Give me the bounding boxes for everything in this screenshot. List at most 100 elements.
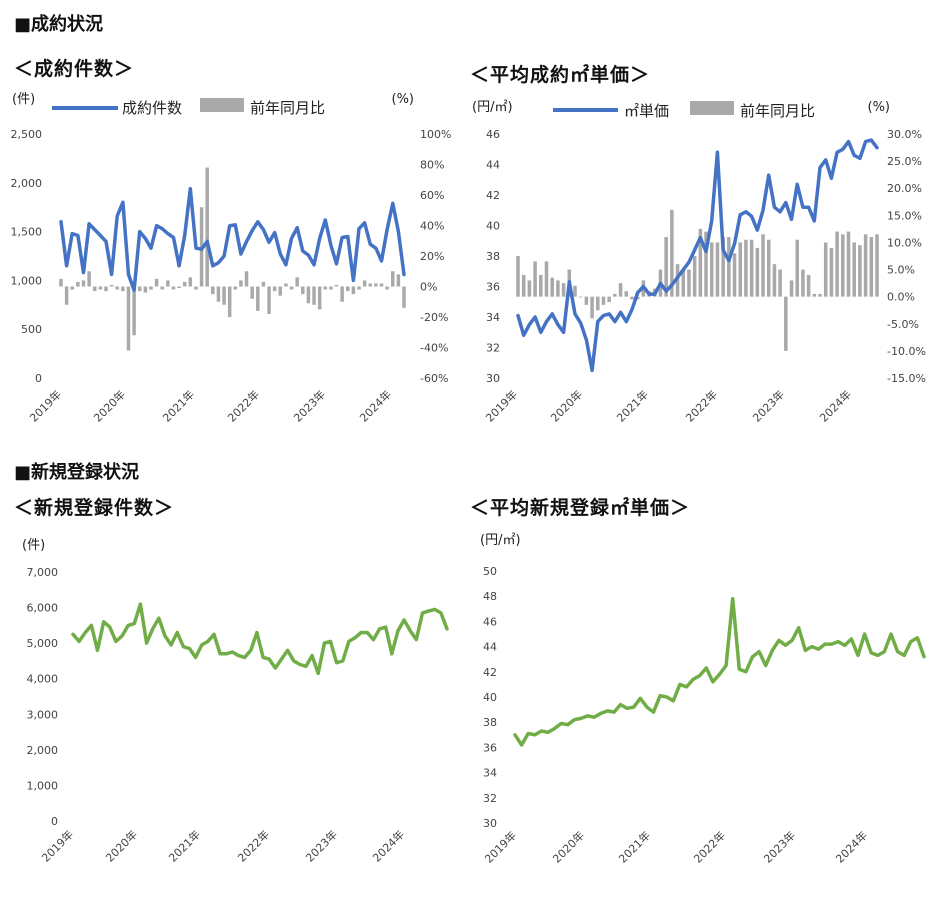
c2-bar [590, 296, 594, 319]
c2-bar [755, 247, 760, 297]
c1-bar [188, 277, 193, 287]
c1-legend-bar-swatch [200, 98, 244, 112]
c2-bar [704, 231, 708, 297]
c3-x-tick: 2021年 [166, 827, 203, 864]
c1-bar [233, 286, 238, 290]
c1-bar [301, 286, 305, 295]
c2-bar [795, 239, 799, 297]
c1-bar [59, 278, 63, 287]
c2-bar [744, 239, 748, 297]
c2-bar [533, 261, 537, 297]
c1-bar [70, 286, 74, 290]
c2-bar [596, 296, 600, 311]
c4-x-tick: 2022年 [691, 828, 728, 865]
c2-y-tick: 42 [486, 189, 500, 202]
c3-y-unit: (件) [22, 538, 45, 553]
c2-y-right-tick: 15.0% [887, 209, 922, 222]
c2-y-tick: 44 [486, 159, 500, 172]
c1-bar [334, 284, 339, 287]
c1-bar [368, 283, 373, 287]
c1-y-right-tick: -20% [420, 311, 448, 324]
c1-bar [244, 271, 249, 287]
c2-bar [846, 231, 851, 297]
c2-bar [829, 247, 834, 297]
c1-bar [132, 286, 136, 336]
c2-y-tick: 46 [486, 128, 500, 141]
c1-bar [87, 271, 91, 287]
c2-legend-line-label: ㎡単価 [624, 102, 669, 120]
c4-y-tick: 40 [483, 691, 497, 704]
c1-y-tick: 500 [21, 323, 42, 336]
c2-y-right-tick: 5.0% [887, 264, 915, 277]
c4-line-series [513, 596, 926, 747]
c1-bar [250, 286, 254, 299]
c3-y-tick: 2,000 [27, 744, 59, 757]
c4-y-tick: 38 [483, 716, 497, 729]
c3-y-tick: 0 [51, 815, 58, 828]
c2-line-series [516, 138, 879, 373]
c2-y-tick: 32 [486, 342, 500, 355]
c1-bar [306, 286, 311, 304]
c1-bar [396, 274, 401, 287]
c2-bar [863, 234, 868, 297]
c1-bar [295, 277, 299, 287]
c4-x-tick: 2021年 [616, 828, 653, 865]
c2-y-right-tick: -5.0% [887, 318, 919, 331]
c2-bar [869, 237, 874, 297]
c2-x-tick: 2024年 [817, 387, 854, 424]
c1-x-tick: 2019年 [27, 387, 64, 424]
c4-y-tick: 42 [483, 666, 497, 679]
c4-y-unit: (円/㎡) [480, 533, 521, 548]
c2-y-right-tick: 20.0% [887, 182, 922, 195]
c2-bar [749, 239, 754, 297]
c2-bar [727, 237, 731, 297]
c1-y-right-tick: 80% [420, 159, 444, 172]
c2-y-tick: 36 [486, 281, 500, 294]
c2-y-right-tick: 10.0% [887, 236, 922, 249]
c1-bar [402, 286, 406, 308]
c2-bar [761, 234, 765, 297]
c2-bar [675, 264, 680, 297]
c2-x-tick: 2023年 [750, 387, 787, 424]
c2-bar [692, 256, 697, 297]
chart-title-contract-count: ＜成約件数＞ [14, 58, 135, 80]
c2-x-tick: 2021年 [614, 387, 651, 424]
c2-bar [687, 269, 691, 297]
c2-bar [721, 237, 725, 297]
c1-bar [121, 286, 125, 292]
c1-y-tick: 2,500 [11, 128, 43, 141]
c4-y-tick: 46 [483, 615, 497, 628]
c1-legend-line-label: 成約件数 [122, 99, 182, 117]
c2-bar [670, 209, 674, 297]
c1-bar [227, 286, 232, 317]
c2-bar [607, 296, 611, 303]
c2-bar [544, 261, 549, 297]
c4-y-tick: 44 [483, 641, 497, 654]
c4-y-tick: 34 [483, 767, 497, 780]
c1-bar [149, 286, 153, 290]
c1-bar [182, 281, 187, 287]
c1-y-right-tick: -40% [420, 342, 448, 355]
c1-y-tick: 1,500 [11, 226, 43, 239]
c3-x-tick: 2020年 [103, 827, 140, 864]
c2-y-right-tick: -10.0% [887, 345, 926, 358]
c2-y-right-tick: 30.0% [887, 128, 922, 141]
c1-bar [346, 286, 350, 292]
c1-bar [312, 286, 316, 305]
c1-y-right-tick: 100% [420, 128, 451, 141]
c1-bar [92, 286, 97, 292]
c1-bar [222, 286, 226, 305]
c1-y-right-tick: 20% [420, 250, 444, 263]
c1-bar [374, 283, 378, 287]
c1-bar [272, 286, 277, 292]
c1-bar [323, 286, 328, 290]
c1-y-right-tick: -60% [420, 372, 448, 385]
c1-bar [98, 286, 103, 290]
c2-y-tick: 38 [486, 250, 500, 263]
c1-bar [115, 286, 119, 290]
section-title-registrations: ■新規登録状況 [14, 462, 140, 483]
c2-bar [841, 234, 845, 297]
c1-bar [166, 280, 170, 287]
c1-bar [205, 167, 209, 287]
c2-bar [875, 234, 879, 297]
